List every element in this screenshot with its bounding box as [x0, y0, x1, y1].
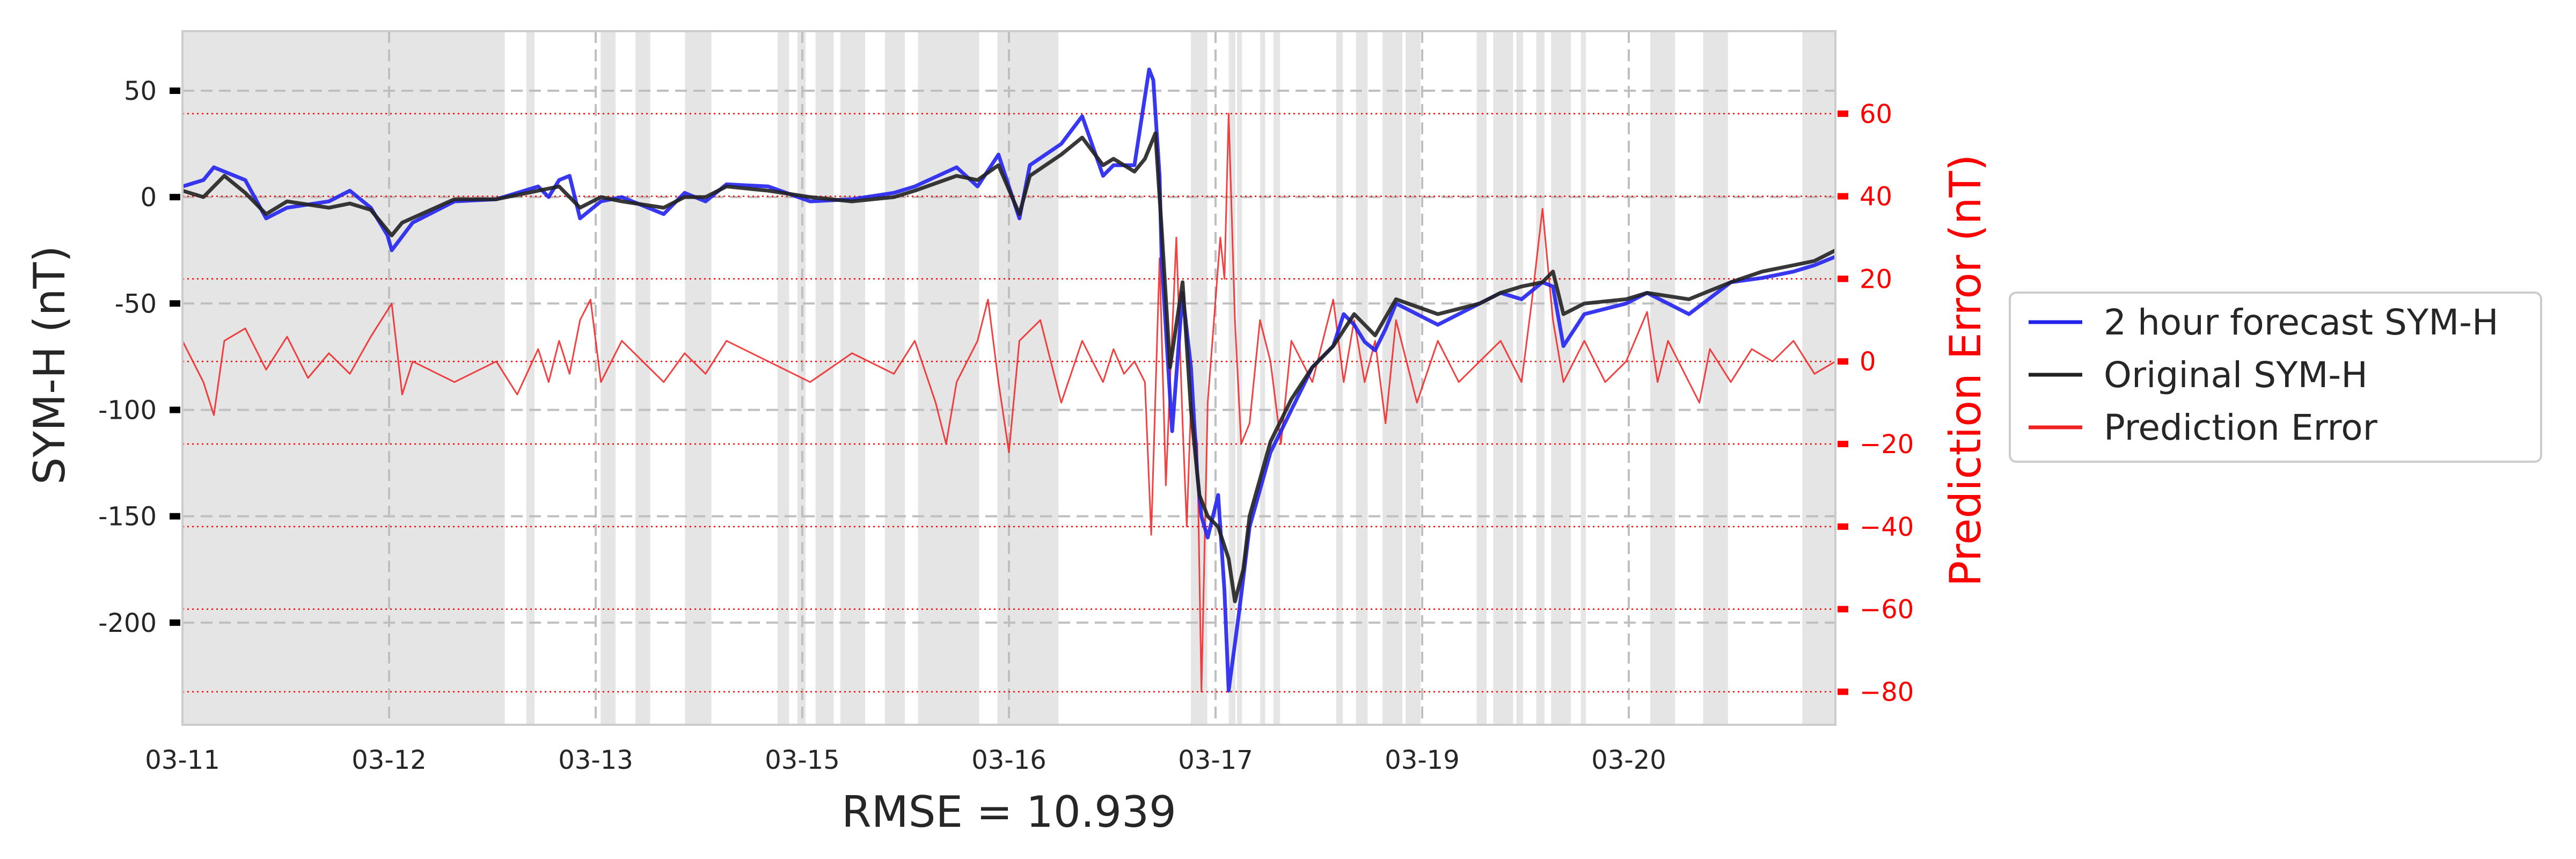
shade-band	[1536, 31, 1545, 725]
x-tick-label: 03-19	[1385, 745, 1459, 775]
shade-band	[1802, 31, 1835, 725]
legend: 2 hour forecast SYM-H Original SYM-H Predi…	[2009, 292, 2542, 463]
shade-band	[1580, 31, 1586, 725]
y-right-tick-label: −80	[1860, 677, 1914, 707]
legend-label: Original SYM-H	[2104, 354, 2368, 396]
shade-band	[1476, 31, 1487, 725]
shade-band	[918, 31, 979, 725]
shade-band	[885, 31, 905, 725]
series-line-2	[181, 113, 1836, 693]
shade-band	[1260, 31, 1265, 725]
y-left-tick-label: -100	[98, 395, 157, 425]
x-tick-label: 03-15	[765, 745, 839, 775]
y-right-tick-label: 40	[1860, 182, 1892, 212]
x-tick-label: 03-11	[145, 745, 219, 775]
grid	[181, 31, 1835, 725]
shade-band	[815, 31, 834, 725]
y-right-tick-label: 20	[1860, 264, 1892, 294]
x-tick-label: 03-20	[1591, 745, 1666, 775]
rmse-label: RMSE = 10.939	[841, 787, 1176, 837]
shade-band	[1228, 31, 1235, 725]
y-right-tick-label: −20	[1860, 430, 1914, 460]
x-tick-label: 03-16	[971, 745, 1046, 775]
shade-band	[997, 31, 1059, 725]
y-left-tick-label: -200	[98, 608, 157, 638]
shade-band	[635, 31, 650, 725]
shade-band	[1356, 31, 1368, 725]
shade-band	[182, 31, 505, 725]
shade-band	[1650, 31, 1675, 725]
shade-band	[526, 31, 535, 725]
y-left-tick-label: 0	[140, 183, 157, 213]
shade-band	[1406, 31, 1421, 725]
background-shading	[182, 31, 1835, 725]
y-left-tick-label: -150	[98, 502, 157, 532]
shade-band	[1336, 31, 1343, 725]
shade-band	[840, 31, 866, 725]
x-tick-label: 03-13	[558, 745, 633, 775]
legend-frame	[2009, 292, 2542, 463]
y-axis-label-left: SYM-H (nT)	[25, 245, 75, 484]
y-axis-label-right: Prediction Error (nT)	[1941, 154, 1990, 586]
y-right-tick-label: −40	[1860, 512, 1914, 542]
x-tick-label: 03-17	[1178, 745, 1253, 775]
y-left-tick-label: 50	[124, 76, 157, 106]
y-right-tick-label: 0	[1860, 347, 1876, 377]
shade-band	[685, 31, 712, 725]
y-right-tick-label: 60	[1860, 99, 1892, 129]
shade-band	[1551, 31, 1571, 725]
series-line-1	[181, 131, 1836, 603]
shade-band	[1703, 31, 1728, 725]
series-layer	[181, 67, 1836, 693]
y-left-tick-label: -50	[115, 289, 157, 319]
x-axis: 03-11 03-12 03-13 03-15 03-16 03-17 03-19 03-20	[145, 745, 1666, 775]
plot-frame	[181, 30, 1836, 726]
legend-label: Prediction Error	[2104, 407, 2378, 448]
shade-band	[1493, 31, 1513, 725]
shade-band	[1237, 31, 1242, 725]
shade-band	[1382, 31, 1403, 725]
shade-band	[777, 31, 789, 725]
x-tick-label: 03-12	[352, 745, 426, 775]
left-axis: 50 0 -50 -100 -150 -200	[98, 76, 180, 638]
right-axis: 60 40 20 0 −20 −40 −60 −80	[1838, 99, 1914, 707]
shade-band	[1273, 31, 1280, 725]
y-right-tick-label: −60	[1860, 595, 1914, 625]
legend-label: 2 hour forecast SYM-H	[2104, 302, 2499, 343]
